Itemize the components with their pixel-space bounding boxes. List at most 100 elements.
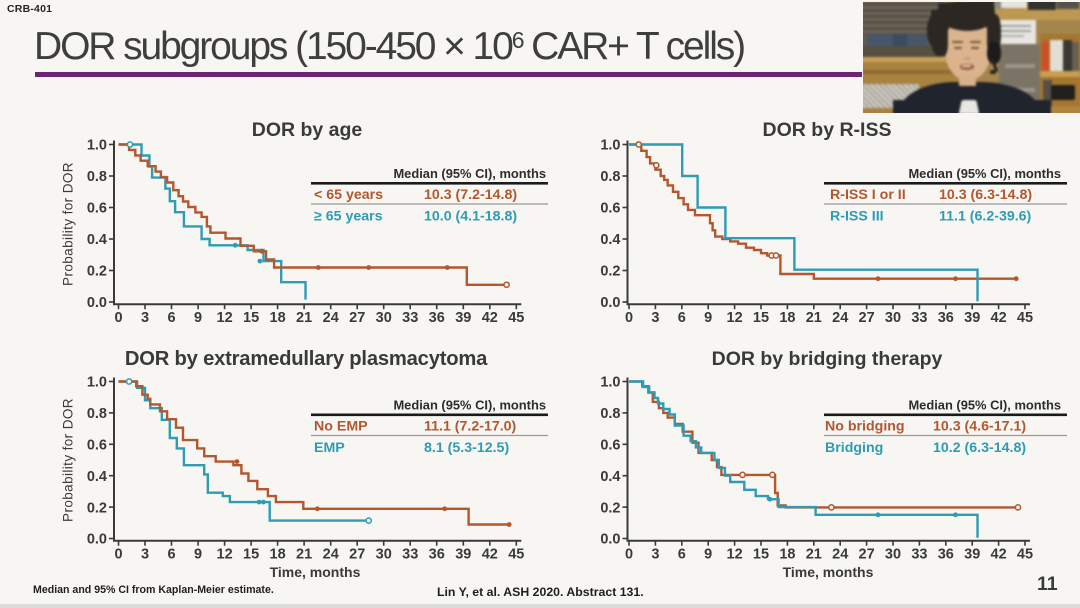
svg-text:DOR by bridging therapy: DOR by bridging therapy (712, 348, 943, 370)
svg-text:3: 3 (141, 310, 149, 326)
svg-text:33: 33 (911, 547, 927, 563)
svg-text:0.0: 0.0 (600, 295, 620, 311)
svg-text:6: 6 (678, 547, 686, 563)
svg-text:EMP: EMP (314, 440, 345, 456)
svg-text:33: 33 (402, 310, 418, 326)
svg-text:15: 15 (243, 547, 259, 563)
svg-text:24: 24 (323, 310, 339, 326)
svg-text:0.4: 0.4 (600, 232, 620, 248)
svg-text:Probability for DOR: Probability for DOR (61, 162, 76, 286)
svg-text:3: 3 (141, 547, 149, 563)
svg-text:24: 24 (832, 547, 848, 563)
svg-text:42: 42 (991, 547, 1007, 563)
svg-text:36: 36 (429, 310, 445, 326)
svg-text:0.6: 0.6 (600, 201, 620, 217)
svg-text:45: 45 (508, 547, 524, 563)
svg-text:8.1 (5.3-12.5): 8.1 (5.3-12.5) (424, 440, 509, 456)
svg-text:Time, months: Time, months (783, 564, 874, 580)
svg-text:24: 24 (323, 547, 339, 563)
svg-text:0.8: 0.8 (87, 406, 107, 422)
svg-text:0: 0 (625, 310, 633, 326)
svg-text:6: 6 (678, 310, 686, 326)
svg-text:0.4: 0.4 (87, 232, 107, 248)
svg-text:42: 42 (482, 310, 498, 326)
svg-text:0.2: 0.2 (600, 264, 620, 280)
svg-text:30: 30 (885, 547, 901, 563)
svg-text:≥ 65 years: ≥ 65 years (314, 209, 383, 225)
svg-text:42: 42 (482, 547, 498, 563)
svg-text:11.1 (7.2-17.0): 11.1 (7.2-17.0) (424, 419, 517, 435)
svg-text:12: 12 (727, 310, 743, 326)
svg-text:Median (95% CI), months: Median (95% CI), months (908, 166, 1061, 181)
svg-text:9: 9 (194, 310, 202, 326)
svg-text:45: 45 (508, 310, 524, 326)
svg-text:0.4: 0.4 (600, 469, 620, 485)
svg-text:0.8: 0.8 (600, 406, 620, 422)
svg-text:36: 36 (429, 547, 445, 563)
svg-text:18: 18 (270, 310, 286, 326)
svg-text:Median (95% CI), months: Median (95% CI), months (393, 398, 546, 413)
svg-text:0.8: 0.8 (87, 169, 107, 185)
svg-text:DOR by R-ISS: DOR by R-ISS (763, 119, 892, 141)
svg-text:18: 18 (779, 547, 795, 563)
svg-text:45: 45 (1017, 310, 1033, 326)
svg-text:0.0: 0.0 (600, 532, 620, 548)
svg-text:0.6: 0.6 (87, 438, 107, 454)
svg-text:42: 42 (991, 310, 1007, 326)
svg-text:1.0: 1.0 (600, 138, 620, 154)
svg-text:Probability for DOR: Probability for DOR (61, 398, 76, 522)
svg-text:10.3 (4.6-17.1): 10.3 (4.6-17.1) (933, 419, 1026, 435)
svg-text:0.6: 0.6 (600, 438, 620, 454)
svg-text:24: 24 (832, 310, 848, 326)
svg-text:Median (95% CI), months: Median (95% CI), months (908, 398, 1061, 413)
svg-text:39: 39 (455, 310, 471, 326)
svg-text:0: 0 (114, 547, 122, 563)
svg-text:< 65 years: < 65 years (314, 187, 383, 203)
svg-text:9: 9 (194, 547, 202, 563)
svg-text:0.4: 0.4 (87, 469, 107, 485)
svg-text:0.6: 0.6 (87, 201, 107, 217)
svg-text:R-ISS I or II: R-ISS I or II (830, 187, 906, 203)
svg-text:No EMP: No EMP (314, 419, 368, 435)
svg-text:0.8: 0.8 (600, 169, 620, 185)
svg-text:18: 18 (270, 547, 286, 563)
svg-text:39: 39 (964, 547, 980, 563)
svg-text:36: 36 (938, 310, 954, 326)
svg-text:0: 0 (114, 310, 122, 326)
svg-text:10.3 (7.2-14.8): 10.3 (7.2-14.8) (424, 187, 517, 203)
svg-text:21: 21 (296, 310, 312, 326)
svg-text:0.0: 0.0 (87, 295, 107, 311)
svg-text:45: 45 (1017, 547, 1033, 563)
svg-text:15: 15 (753, 310, 769, 326)
svg-text:12: 12 (727, 547, 743, 563)
svg-text:36: 36 (938, 547, 954, 563)
svg-text:0.2: 0.2 (87, 500, 107, 516)
svg-text:Median (95% CI), months: Median (95% CI), months (393, 166, 546, 181)
svg-text:30: 30 (885, 310, 901, 326)
svg-text:0.2: 0.2 (87, 264, 107, 280)
svg-text:3: 3 (651, 547, 659, 563)
svg-text:DOR by extramedullary plasmacy: DOR by extramedullary plasmacytoma (125, 348, 488, 370)
svg-text:1.0: 1.0 (600, 375, 620, 391)
svg-text:27: 27 (859, 310, 875, 326)
svg-text:21: 21 (806, 547, 822, 563)
svg-text:0.0: 0.0 (87, 532, 107, 548)
svg-text:10.0 (4.1-18.8): 10.0 (4.1-18.8) (424, 209, 517, 225)
svg-text:1.0: 1.0 (87, 375, 107, 391)
svg-text:18: 18 (779, 310, 795, 326)
svg-text:1.0: 1.0 (87, 138, 107, 154)
svg-text:33: 33 (402, 547, 418, 563)
svg-text:33: 33 (911, 310, 927, 326)
svg-text:12: 12 (217, 310, 233, 326)
svg-text:0: 0 (625, 547, 633, 563)
svg-text:Time, months: Time, months (270, 564, 361, 580)
svg-text:R-ISS III: R-ISS III (830, 209, 884, 225)
svg-text:0.2: 0.2 (600, 500, 620, 516)
svg-text:30: 30 (376, 310, 392, 326)
svg-text:21: 21 (296, 547, 312, 563)
svg-text:10.3 (6.3-14.8): 10.3 (6.3-14.8) (939, 187, 1032, 203)
svg-text:27: 27 (859, 547, 875, 563)
svg-text:15: 15 (243, 310, 259, 326)
svg-text:10.2 (6.3-14.8): 10.2 (6.3-14.8) (933, 440, 1026, 456)
svg-text:15: 15 (753, 547, 769, 563)
